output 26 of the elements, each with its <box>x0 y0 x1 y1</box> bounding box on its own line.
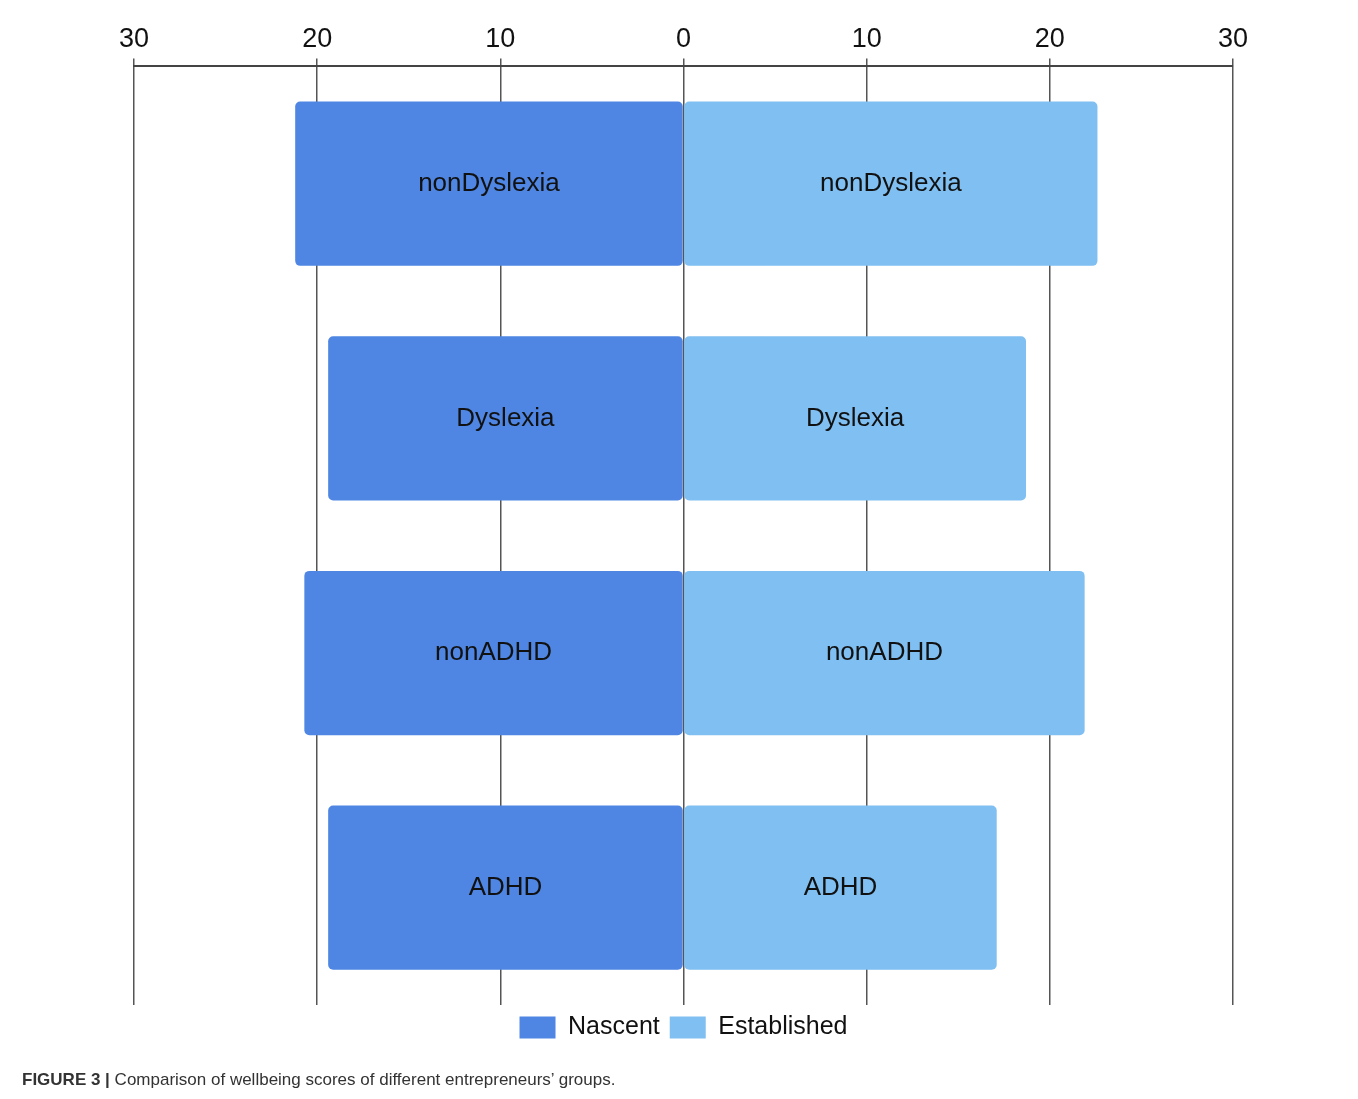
category-label: nonDyslexia <box>820 166 962 197</box>
category-label: nonADHD <box>825 636 943 667</box>
bar <box>295 101 683 266</box>
y-tick-label: nonADHD <box>435 636 553 667</box>
bar <box>328 336 683 501</box>
y-tick-label: ADHD <box>468 870 543 901</box>
y-tick-label: nonDyslexia <box>418 166 561 197</box>
category-label: Dyslexia <box>806 401 905 432</box>
x-tick-label: 10 <box>485 22 516 53</box>
y-tick-label: Dyslexia <box>456 401 556 432</box>
bar <box>328 805 683 970</box>
bar <box>684 570 1085 736</box>
x-tick-label: 30 <box>118 22 150 53</box>
x-tick-label: 0 <box>675 22 692 53</box>
legend-label: Nascent <box>568 1011 660 1040</box>
category-label: ADHD <box>803 870 878 901</box>
x-tick-label: 30 <box>1217 22 1249 53</box>
bar <box>304 570 683 736</box>
x-tick-label: 20 <box>1034 22 1065 53</box>
bar <box>684 336 1027 501</box>
bar <box>684 805 997 970</box>
caption: FIGURE 3 | Comparison of wellbeing scores of different entrepreneurs’ groups. <box>22 1070 616 1090</box>
bar <box>684 101 1098 266</box>
x-tick-label: 10 <box>851 22 882 53</box>
legend-label: Established <box>718 1011 848 1040</box>
x-tick-label: 20 <box>302 22 333 53</box>
